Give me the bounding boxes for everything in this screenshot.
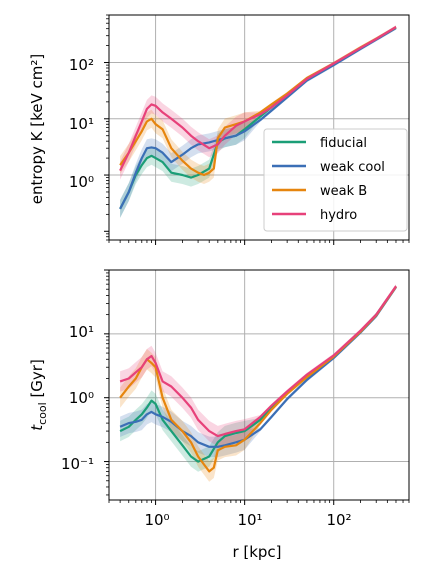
series-line-weak-B — [119, 285, 397, 473]
entropy-ytick-label-1: 10⁰ — [69, 173, 94, 191]
tcool-ytick-label-1: 10⁰ — [69, 389, 94, 407]
cooling-time-series-lines — [119, 285, 397, 473]
cooling-time-panel: 10⁻¹ 10⁰ 10¹ 10⁰ 10¹ 10² tcool [Gyr] r [… — [28, 269, 410, 561]
legend-items — [272, 140, 306, 216]
legend-label-hydro: hydro — [320, 208, 357, 223]
cooling-time-ticks — [104, 269, 410, 505]
series-line-weak-cool — [119, 286, 397, 448]
entropy-ticks — [104, 14, 410, 245]
xtick-label-10: 10¹ — [237, 511, 262, 529]
tcool-ytick-label-10: 10¹ — [69, 323, 94, 341]
series-line-hydro — [119, 285, 397, 438]
entropy-ytick-label-10: 10¹ — [69, 115, 94, 133]
entropy-ytick-label-100: 10² — [69, 56, 94, 74]
tcool-ytick-label-0.1: 10⁻¹ — [61, 455, 94, 473]
x-tick-labels: 10⁰ 10¹ 10² — [144, 511, 351, 529]
x-axis-label: r [kpc] — [232, 543, 281, 561]
series-line-hydro — [119, 25, 397, 172]
band-weak-B — [120, 284, 396, 482]
legend-label-weak-cool: weak cool — [320, 160, 385, 175]
legend-label-fiducial: fiducial — [320, 136, 367, 151]
cooling-time-plot-frame — [108, 269, 410, 501]
legend-label-weak-b: weak B — [320, 184, 367, 199]
band-hydro — [120, 25, 396, 180]
entropy-panel: 10⁰ 10¹ 10² entropy K [keV cm²] fiducial… — [28, 14, 410, 245]
entropy-y-tick-labels: 10⁰ 10¹ 10² — [69, 56, 94, 191]
entropy-series-lines — [119, 25, 397, 210]
legend: fiducial weak cool weak B hydro — [263, 128, 408, 232]
xtick-label-1: 10⁰ — [144, 511, 169, 529]
series-line-weak-cool — [119, 27, 397, 210]
cooling-time-y-tick-labels: 10⁻¹ 10⁰ 10¹ — [61, 323, 94, 473]
entropy-y-axis-label: entropy K [keV cm²] — [28, 54, 46, 204]
xtick-label-100: 10² — [326, 511, 351, 529]
cooling-time-y-axis-label: tcool [Gyr] — [28, 359, 49, 431]
legend-box — [263, 128, 408, 232]
band-fiducial — [120, 25, 396, 218]
